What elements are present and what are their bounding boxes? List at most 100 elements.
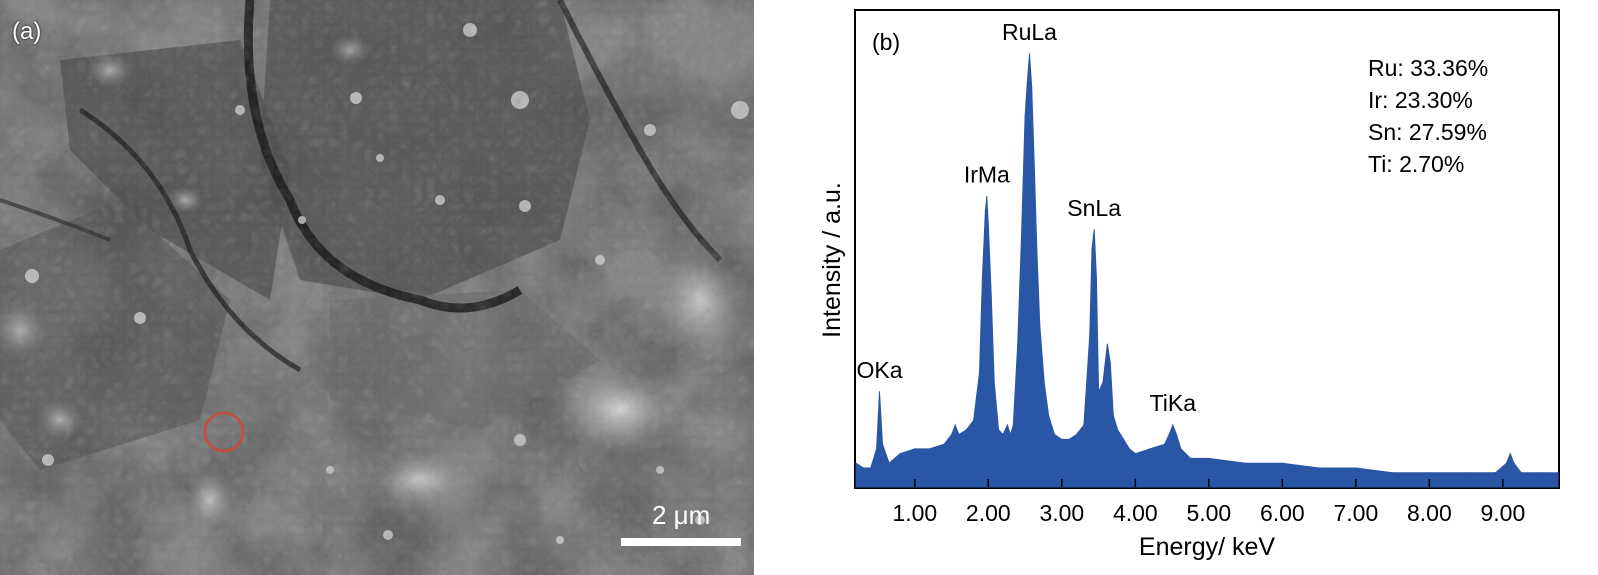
x-tick-label: 1.00: [892, 500, 937, 526]
spectrum-point: [1505, 462, 1508, 464]
selection-circle: [203, 411, 245, 453]
spectrum-point: [978, 372, 981, 374]
peak-label: IrMa: [964, 162, 1010, 188]
spectrum-point: [1053, 434, 1056, 436]
spectrum-point: [984, 210, 986, 212]
spectrum-point: [1033, 153, 1035, 155]
panel-a-label: (a): [12, 18, 42, 45]
spectrum-point: [1123, 438, 1125, 440]
spectrum-point: [1513, 462, 1515, 464]
spectrum-point: [876, 448, 878, 450]
spectrum-point: [1024, 115, 1026, 117]
spectrum-point: [1168, 434, 1170, 436]
spectrum-point: [914, 448, 916, 450]
composition-legend: Ru: 33.36% Ir: 23.30% Sn: 27.59% Ti: 2.70%: [1368, 55, 1488, 177]
peak-label-layer: OKa IrMa RuLa SnLa TiKa: [857, 19, 1197, 416]
spectrum-point: [1017, 343, 1019, 345]
spectrum-point: [878, 391, 881, 393]
x-axis-label: Energy/ keV: [1139, 533, 1276, 561]
spectrum-point: [1036, 248, 1038, 250]
spectrum-point: [1075, 434, 1078, 436]
spectrum-point: [1355, 467, 1357, 469]
spectrum-point: [1043, 381, 1045, 383]
spectrum-point: [1134, 453, 1136, 455]
spectrum-point: [998, 429, 1000, 431]
x-tick-label: 7.00: [1333, 500, 1378, 526]
spectrum-point: [1095, 277, 1097, 279]
plot-frame: [854, 9, 1560, 489]
spectrum-point: [965, 429, 967, 431]
spectrum-point: [1172, 424, 1174, 426]
spectrum-point: [1117, 429, 1119, 431]
spectrum-point: [1509, 453, 1511, 455]
spectrum-point: [951, 434, 953, 436]
spectrum-point: [990, 296, 992, 298]
spectrum-point: [958, 434, 960, 436]
spectrum-point: [1318, 467, 1320, 469]
composition-entry: Ru: 33.36%: [1368, 55, 1488, 81]
spectrum-point: [1028, 53, 1031, 55]
spectrum-point: [1520, 472, 1522, 474]
spectrum-point: [1557, 472, 1559, 474]
spectrum-point: [1002, 434, 1004, 436]
spectrum-point: [1089, 334, 1091, 336]
x-tick-layer: 1.00 2.00 3.00 4.00 5.00 6.00 7.00 8.00 9.00: [892, 479, 1525, 526]
sem-image: [0, 0, 754, 575]
spectrum-point: [1539, 472, 1541, 474]
spectrum-point: [1392, 472, 1394, 474]
spectrum-point: [943, 443, 945, 445]
spectrum-point: [1128, 448, 1130, 450]
spectrum-point: [862, 467, 864, 469]
spectrum-point: [1180, 448, 1182, 450]
spectrum-point: [1109, 362, 1111, 364]
spectrum-point: [1149, 448, 1151, 450]
eds-spectrum-panel: (b) 1.00 2.00 3.00 4.00 5.00 6.00 7.00 8.00 9.00…: [770, 0, 1598, 575]
spectrum-layer: [855, 53, 1559, 488]
spectrum-point: [1091, 248, 1093, 250]
spectrum-point: [1048, 415, 1050, 417]
x-tick-label: 9.00: [1480, 500, 1525, 526]
spectrum-point: [1208, 457, 1210, 459]
spectrum-point: [1494, 472, 1497, 474]
spectrum-point: [1164, 443, 1166, 445]
peak-label: TiKa: [1150, 390, 1197, 416]
spectrum-point: [1026, 81, 1028, 83]
spectrum-point: [1068, 438, 1070, 440]
spectrum-point: [1106, 343, 1108, 345]
scale-bar-label: 2 μm: [652, 500, 711, 530]
spectrum-point: [987, 224, 989, 226]
spectrum-point: [1006, 424, 1008, 426]
scale-bar: [621, 538, 741, 546]
spectrum-point: [1102, 381, 1104, 383]
x-tick-label: 4.00: [1113, 500, 1158, 526]
peak-label: RuLa: [1002, 19, 1057, 45]
spectrum-point: [1245, 462, 1247, 464]
spectrum-point: [1093, 229, 1095, 231]
spectrum-point: [1428, 472, 1430, 474]
spectrum-point: [1031, 86, 1033, 88]
x-tick-label: 3.00: [1039, 500, 1084, 526]
spectrum-point: [1189, 457, 1192, 459]
spectrum-point: [1112, 415, 1114, 417]
y-axis-label: Intensity / a.u.: [818, 182, 846, 338]
composition-entry: Ti: 2.70%: [1368, 151, 1464, 177]
spectrum-point: [870, 467, 872, 469]
x-tick-label: 2.00: [966, 500, 1011, 526]
spectrum-point: [986, 196, 988, 198]
composition-entry: Ir: 23.30%: [1368, 87, 1473, 113]
spectrum-point: [855, 462, 857, 464]
spectrum-point: [899, 453, 901, 455]
spectrum-point: [1465, 472, 1467, 474]
eds-chart: (b) 1.00 2.00 3.00 4.00 5.00 6.00 7.00 8.00 9.00…: [818, 9, 1560, 561]
spectrum-point: [1061, 438, 1063, 440]
peak-label: OKa: [857, 357, 903, 383]
x-tick-label: 6.00: [1260, 500, 1305, 526]
spectrum-point: [1020, 238, 1022, 241]
spectrum-point: [1083, 424, 1085, 426]
spectrum-point: [928, 448, 931, 450]
spectrum-series-0: [855, 53, 1559, 488]
spectrum-point: [1039, 324, 1041, 326]
spectrum-point: [1098, 391, 1100, 393]
sem-micrograph: (a) 2 μm: [0, 0, 754, 575]
spectrum-point: [881, 443, 884, 445]
